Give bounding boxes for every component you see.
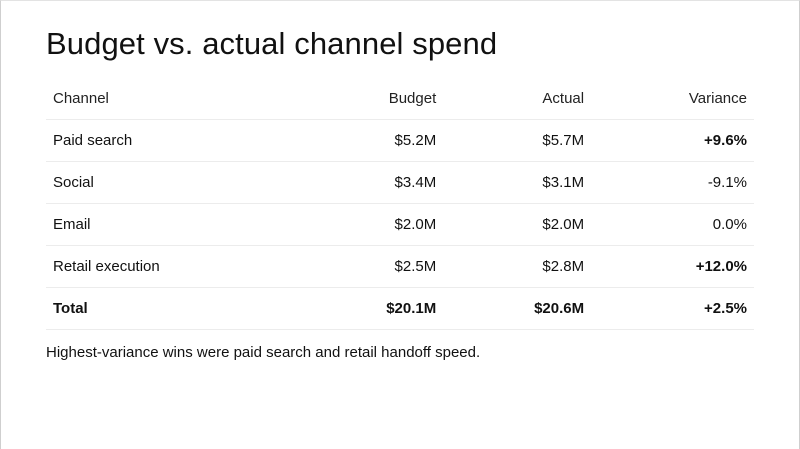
cell-budget: $2.0M [283, 203, 444, 246]
cell-variance: -9.1% [591, 161, 754, 204]
header-actual: Actual [443, 78, 592, 120]
table-row: Social $3.4M $3.1M -9.1% [46, 161, 754, 204]
cell-channel: Email [46, 203, 284, 246]
cell-actual: $2.0M [443, 203, 592, 246]
cell-variance: 0.0% [591, 203, 754, 246]
cell-channel: Retail execution [46, 245, 284, 288]
cell-budget: $5.2M [283, 119, 444, 162]
total-label: Total [46, 287, 284, 330]
cell-actual: $5.7M [443, 119, 592, 162]
table-header-row: Channel Budget Actual Variance [46, 78, 754, 120]
table-total-row: Total $20.1M $20.6M +2.5% [46, 287, 754, 330]
footnote: Highest-variance wins were paid search a… [46, 344, 481, 361]
cell-budget: $3.4M [283, 161, 444, 204]
cell-budget: $2.5M [283, 245, 444, 288]
total-actual: $20.6M [443, 287, 592, 330]
spend-table: Channel Budget Actual Variance Paid sear… [46, 78, 754, 330]
header-budget: Budget [283, 78, 444, 120]
cell-variance: +12.0% [591, 245, 754, 288]
header-channel: Channel [46, 78, 284, 120]
cell-channel: Social [46, 161, 284, 204]
total-budget: $20.1M [283, 287, 444, 330]
cell-channel: Paid search [46, 119, 284, 162]
table-row: Paid search $5.2M $5.7M +9.6% [46, 119, 754, 162]
table-row: Email $2.0M $2.0M 0.0% [46, 203, 754, 246]
slide-title: Budget vs. actual channel spend [46, 26, 498, 61]
table-row: Retail execution $2.5M $2.8M +12.0% [46, 245, 754, 288]
header-variance: Variance [591, 78, 754, 120]
total-variance: +2.5% [591, 287, 754, 330]
cell-variance: +9.6% [591, 119, 754, 162]
cell-actual: $3.1M [443, 161, 592, 204]
cell-actual: $2.8M [443, 245, 592, 288]
